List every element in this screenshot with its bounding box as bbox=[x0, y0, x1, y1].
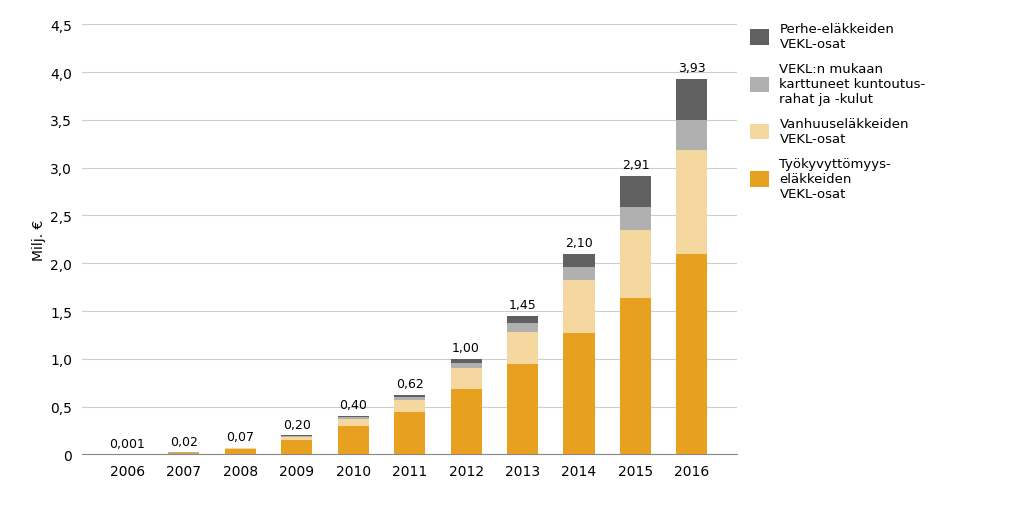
Text: 0,001: 0,001 bbox=[110, 437, 145, 449]
Bar bbox=[394, 413, 425, 454]
Bar bbox=[282, 436, 312, 437]
Bar bbox=[394, 395, 425, 397]
Legend: Perhe-eläkkeiden
VEKL-osat, VEKL:n mukaan
karttuneet kuntoutus-
rahat ja -kulut,: Perhe-eläkkeiden VEKL-osat, VEKL:n mukaa… bbox=[751, 23, 926, 200]
Bar bbox=[451, 363, 481, 369]
Bar bbox=[677, 254, 708, 454]
Bar bbox=[563, 268, 595, 281]
Bar bbox=[563, 333, 595, 454]
Bar bbox=[394, 397, 425, 400]
Bar bbox=[507, 316, 538, 323]
Text: 3,93: 3,93 bbox=[678, 62, 706, 75]
Bar bbox=[677, 121, 708, 150]
Bar bbox=[338, 426, 369, 454]
Bar bbox=[451, 390, 481, 454]
Bar bbox=[563, 281, 595, 333]
Text: 1,00: 1,00 bbox=[453, 341, 480, 355]
Bar bbox=[168, 453, 200, 454]
Bar bbox=[282, 437, 312, 440]
Text: 0,62: 0,62 bbox=[395, 378, 424, 390]
Bar bbox=[338, 416, 369, 417]
Bar bbox=[620, 298, 651, 454]
Bar bbox=[224, 449, 256, 454]
Text: 2,10: 2,10 bbox=[565, 236, 593, 249]
Bar bbox=[394, 400, 425, 413]
Text: 0,20: 0,20 bbox=[283, 418, 310, 431]
Text: 0,02: 0,02 bbox=[170, 435, 198, 448]
Text: 0,07: 0,07 bbox=[226, 430, 254, 443]
Bar bbox=[620, 230, 651, 298]
Text: 2,91: 2,91 bbox=[622, 159, 649, 172]
Bar bbox=[620, 177, 651, 208]
Bar bbox=[451, 359, 481, 363]
Bar bbox=[224, 448, 256, 449]
Bar bbox=[282, 440, 312, 455]
Text: 1,45: 1,45 bbox=[509, 298, 537, 312]
Bar bbox=[563, 254, 595, 268]
Bar bbox=[338, 419, 369, 426]
Y-axis label: Milj. €: Milj. € bbox=[32, 219, 46, 261]
Bar bbox=[338, 417, 369, 419]
Bar bbox=[677, 150, 708, 254]
Bar bbox=[620, 208, 651, 230]
Bar bbox=[507, 332, 538, 364]
Bar bbox=[507, 323, 538, 332]
Bar bbox=[451, 369, 481, 390]
Bar bbox=[507, 364, 538, 454]
Text: 0,40: 0,40 bbox=[339, 398, 367, 412]
Bar bbox=[677, 80, 708, 121]
